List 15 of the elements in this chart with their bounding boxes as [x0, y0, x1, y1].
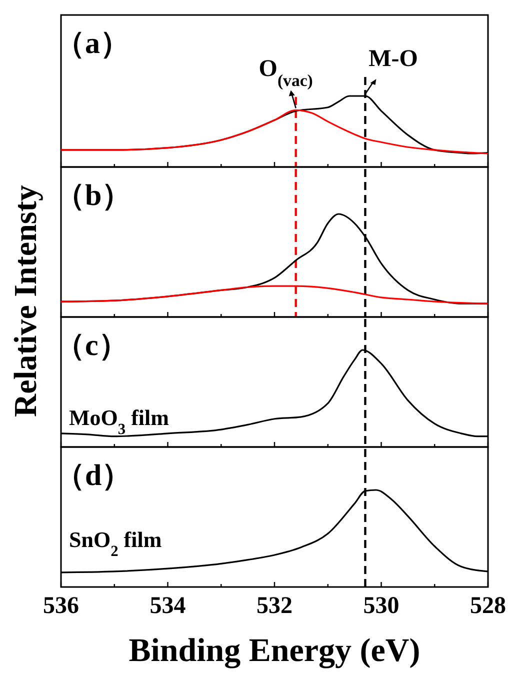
annotation: SnO$_{2}$ film	[69, 527, 162, 560]
annotation: O$_{(vac)}$	[258, 56, 313, 90]
annotation: M-O	[368, 46, 418, 72]
annotation: MoO$_{3}$ film	[69, 405, 169, 438]
text: （a）	[55, 27, 130, 60]
x-tick-label: 532	[256, 593, 292, 619]
y-axis-title: Relative Intensty	[7, 185, 43, 417]
x-axis-title: Binding Energy (eV)	[128, 633, 420, 669]
annotation: （d）	[55, 459, 132, 492]
x-tick-label: 530	[363, 593, 400, 619]
x-tick-label: 534	[150, 593, 186, 619]
x-tick-label: 536	[43, 593, 79, 619]
text: （b）	[55, 179, 132, 212]
annotation: （c）	[55, 329, 128, 362]
x-tick-label: 528	[470, 593, 506, 619]
